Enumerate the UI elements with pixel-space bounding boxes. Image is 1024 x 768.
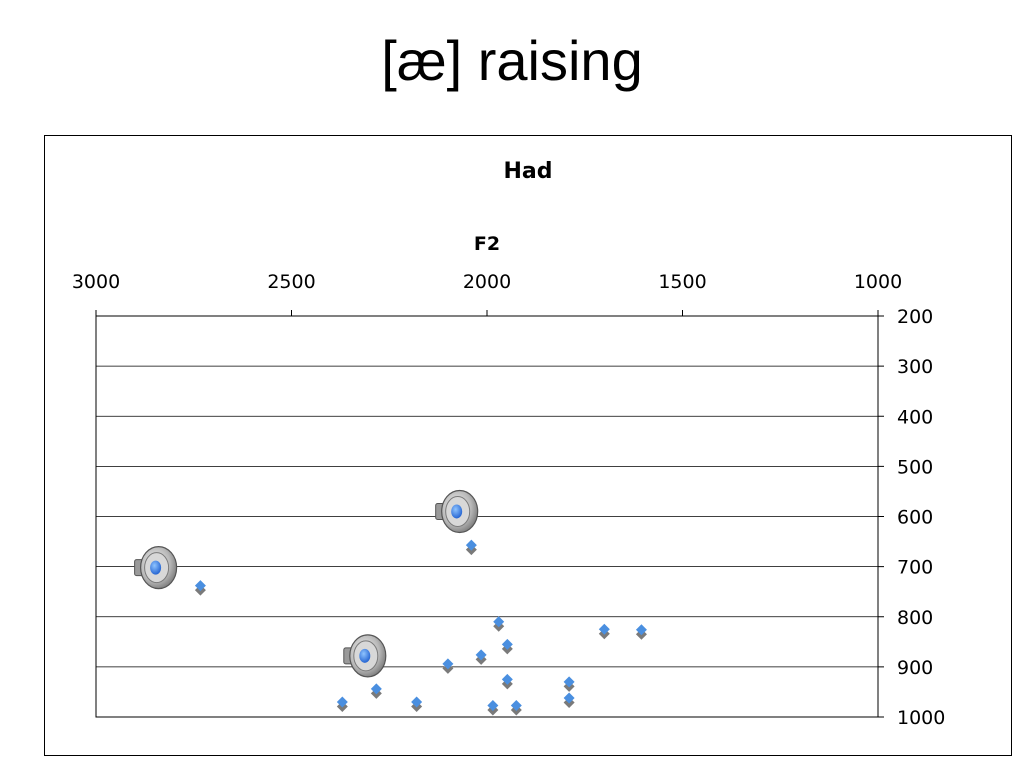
- speaker-icon[interactable]: [134, 546, 178, 590]
- data-point: [598, 623, 610, 640]
- data-point: [563, 692, 575, 708]
- data-point-marker: [370, 683, 382, 695]
- data-point: [501, 638, 513, 655]
- data-point-marker: [563, 676, 575, 688]
- data-point-marker: [501, 638, 513, 650]
- data-point-marker: [336, 696, 348, 708]
- data-point: [370, 683, 382, 699]
- grid-lines: [96, 365, 878, 668]
- data-point-marker: [411, 696, 423, 708]
- y-tick-label: 900: [897, 657, 933, 679]
- data-point-marker: [563, 692, 575, 704]
- data-point: [487, 699, 499, 716]
- data-point: [465, 539, 477, 556]
- data-point-marker: [442, 658, 454, 670]
- x-axis-title: F2: [474, 233, 500, 255]
- speaker-icon[interactable]: [435, 489, 479, 534]
- speaker-icon-part: [451, 504, 463, 519]
- axis-ticks: 200 300 400 500 600 700 800 900 1000 3000 2500 2000…: [72, 271, 946, 729]
- data-point: [442, 658, 454, 674]
- x-tick-label: 3000: [72, 271, 120, 293]
- speaker-icon-part: [150, 560, 162, 575]
- speaker-icon-part: [359, 648, 371, 663]
- y-tick-label: 300: [897, 356, 933, 378]
- data-point-marker: [465, 539, 477, 551]
- x-tick-label: 2500: [267, 271, 315, 293]
- x-tick-label: 1000: [854, 271, 902, 293]
- data-point: [475, 649, 487, 665]
- data-point: [493, 616, 505, 632]
- data-point: [194, 580, 206, 596]
- data-point: [563, 676, 575, 692]
- chart-title: Had: [503, 159, 552, 184]
- data-points: [194, 539, 647, 716]
- data-point: [411, 696, 423, 712]
- slide-title: [æ] raising: [381, 29, 643, 92]
- y-tick-label: 500: [897, 456, 933, 478]
- data-point-marker: [598, 623, 610, 635]
- y-tick-label: 800: [897, 607, 933, 629]
- data-point: [510, 699, 522, 716]
- y-tick-label: 1000: [897, 707, 945, 729]
- y-tick-label: 400: [897, 406, 933, 428]
- data-point: [635, 624, 647, 640]
- x-tick-label: 2000: [463, 271, 511, 293]
- data-point: [336, 696, 348, 712]
- data-point-marker: [501, 673, 513, 685]
- x-tick-label: 1500: [658, 271, 706, 293]
- data-point-marker: [194, 580, 206, 592]
- y-tick-label: 600: [897, 507, 933, 529]
- y-tick-label: 700: [897, 557, 933, 579]
- data-point-marker: [635, 624, 647, 636]
- data-point-marker: [487, 699, 499, 711]
- data-point-marker: [475, 649, 487, 661]
- audio-icons[interactable]: [134, 489, 479, 678]
- speaker-icon[interactable]: [343, 634, 387, 678]
- data-point-marker: [493, 616, 505, 628]
- y-tick-label: 200: [897, 306, 933, 328]
- chart-frame: [44, 135, 1012, 756]
- data-point: [501, 673, 513, 690]
- data-point-marker: [510, 699, 522, 711]
